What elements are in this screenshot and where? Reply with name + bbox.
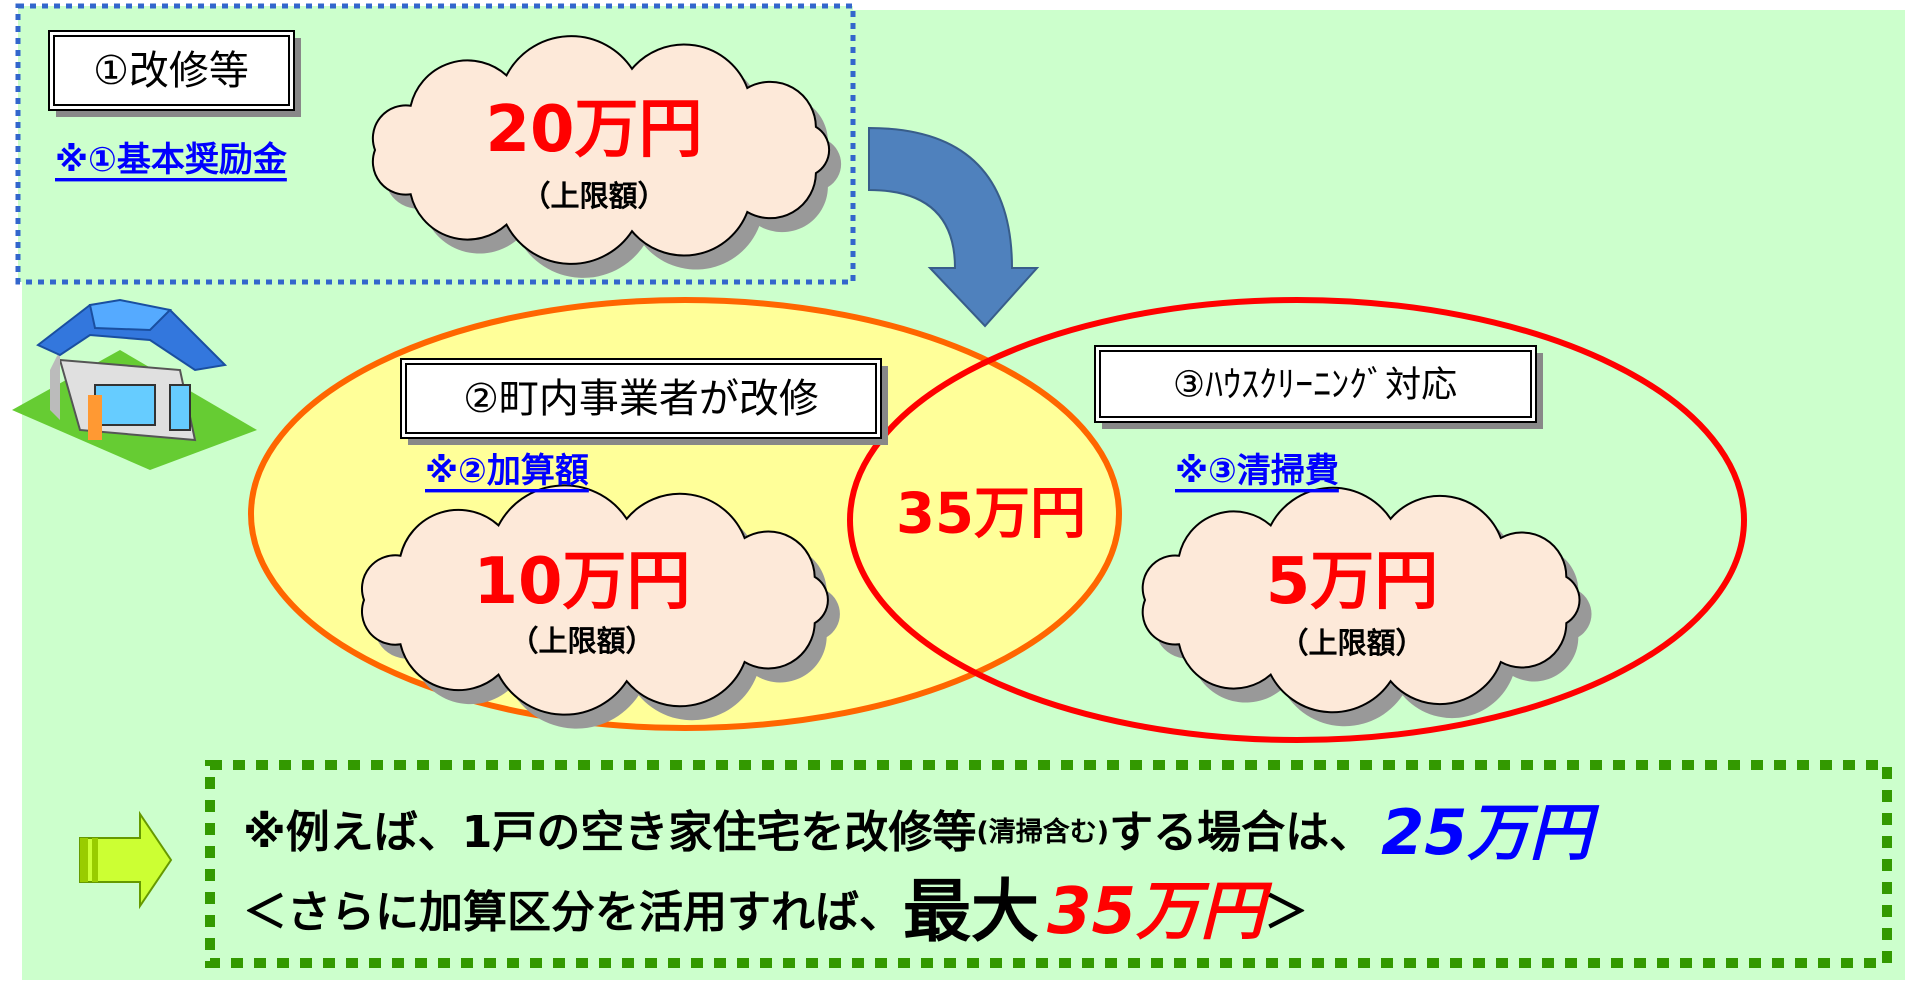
step-label: ③ﾊｳｽｸﾘｰﾆﾝｸﾞ対応	[1173, 365, 1457, 406]
amount-note: （上限額）	[521, 179, 666, 213]
example-text: ※例えば、1戸の空き家住宅を改修等	[243, 807, 976, 858]
amount-note: （上限額）	[509, 624, 654, 658]
example-text: (清掃含む)	[976, 816, 1109, 848]
step-label: ①改修等	[93, 48, 249, 94]
amount: 10万円	[473, 545, 690, 619]
example-amount: 35万円	[1047, 875, 1273, 949]
example-text: する場合は、	[1109, 807, 1373, 858]
overlap-total: 35万円	[896, 482, 1086, 547]
amount-note: （上限額）	[1279, 626, 1424, 660]
example-text: ＜さらに加算区分を活用すれば、	[243, 887, 903, 938]
example-text: 最大	[903, 873, 1039, 952]
link[interactable]: ※②加算額	[425, 451, 589, 491]
link[interactable]: ※①基本奨励金	[55, 140, 288, 180]
example-text: ＞	[1264, 887, 1308, 938]
step-label: ②町内事業者が改修	[463, 376, 819, 422]
amount: 5万円	[1266, 545, 1439, 619]
diagram: ①改修等 ※①基本奨励金 ②町内事業者が改修 ※②加算額 ③ﾊｳｽｸﾘｰﾆﾝｸﾞ…	[0, 0, 1919, 984]
example-amount: 25万円	[1381, 796, 1600, 869]
amount: 20万円	[485, 93, 702, 167]
link[interactable]: ※③清掃費	[1175, 451, 1339, 491]
